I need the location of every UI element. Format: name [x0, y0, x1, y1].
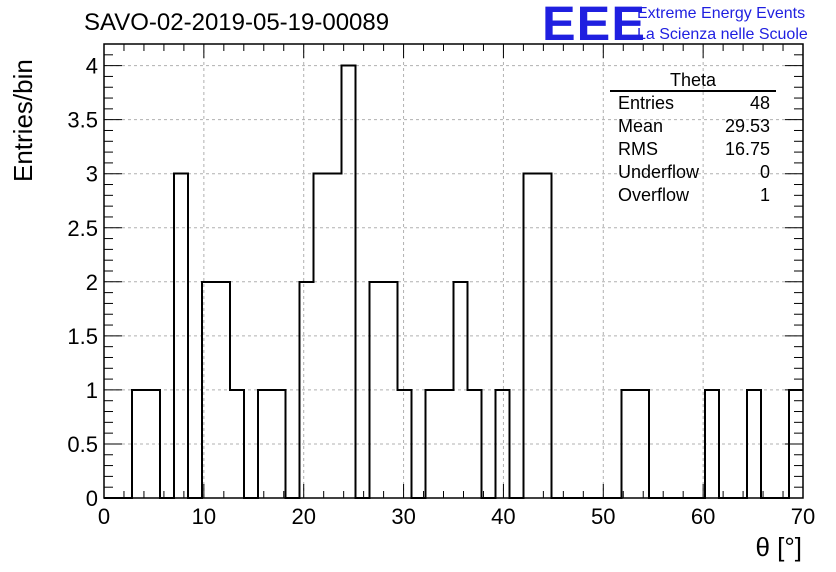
stats-row-value: 48	[749, 93, 770, 113]
histogram-bar	[300, 282, 314, 498]
stats-row: RMS 16.75	[610, 138, 776, 161]
stats-row-label: RMS	[618, 139, 658, 159]
histogram-bar	[635, 390, 649, 498]
stats-row: Mean 29.53	[610, 115, 776, 138]
x-tick-label: 20	[291, 504, 315, 529]
x-tick-label: 50	[591, 504, 615, 529]
x-tick-label: 40	[491, 504, 515, 529]
logo-line-1: Extreme Energy Events	[637, 5, 806, 22]
logo-line-2: La Scienza nelle Scuole	[637, 26, 808, 43]
histogram-bar	[426, 390, 440, 498]
y-tick-label: 2	[86, 270, 98, 295]
histogram-bar	[258, 390, 272, 498]
y-tick-label: 3.5	[67, 108, 98, 133]
x-axis-label: θ [°]	[755, 532, 802, 562]
stats-row-label: Entries	[618, 93, 675, 113]
stats-row-label: Underflow	[618, 162, 700, 182]
y-tick-label: 1.5	[67, 324, 98, 349]
y-tick-label: 1	[86, 378, 98, 403]
stats-box: Theta Entries 48 Mean 29.53 RMS 16.75 Underflo…	[610, 70, 776, 207]
stats-row-value: 16.75	[724, 139, 770, 159]
histogram-bar	[174, 174, 188, 498]
histogram-bar	[467, 390, 481, 498]
stats-row: Entries 48	[610, 92, 776, 115]
stats-row: Underflow 0	[610, 161, 776, 184]
histogram-bar	[216, 282, 230, 498]
x-tick-label: 70	[791, 504, 815, 529]
y-tick-label: 0	[86, 486, 98, 511]
histogram-bar	[342, 66, 356, 498]
stats-rows: Entries 48 Mean 29.53 RMS 16.75 Underflow 0 Over…	[610, 92, 776, 207]
x-tick-label: 30	[391, 504, 415, 529]
x-tick-label: 0	[98, 504, 110, 529]
y-tick-label: 3	[86, 162, 98, 187]
logo-text: Extreme Energy Events La Scienza nelle S…	[637, 3, 808, 45]
stats-row-value: 1	[759, 185, 770, 205]
stats-row-value: 0	[759, 162, 770, 182]
y-tick-label: 0.5	[67, 432, 98, 457]
stats-row-value: 29.53	[724, 116, 770, 136]
y-tick-label: 2.5	[67, 216, 98, 241]
plot-title: SAVO-02-2019-05-19-00089	[84, 9, 390, 36]
stats-title: Theta	[610, 70, 776, 92]
stats-row-label: Mean	[618, 116, 664, 136]
x-tick-label: 60	[691, 504, 715, 529]
stats-row-label: Overflow	[618, 185, 690, 205]
stats-row: Overflow 1	[610, 184, 776, 207]
x-tick-label: 10	[192, 504, 216, 529]
histogram-bar	[384, 282, 398, 498]
y-tick-label: 4	[86, 54, 98, 79]
eee-logo: EEE	[542, 0, 646, 51]
